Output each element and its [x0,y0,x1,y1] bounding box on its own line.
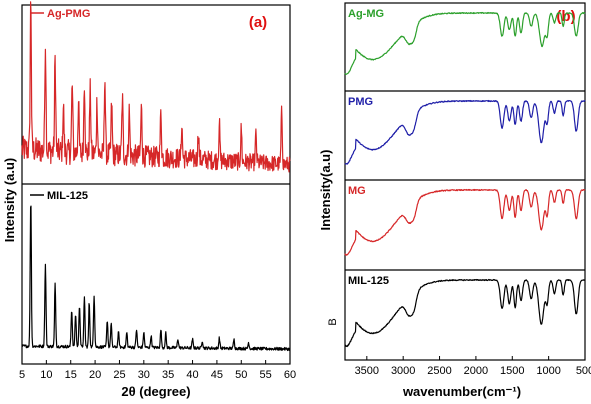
panel-a-x-axis-label: 2θ (degree) [121,384,190,399]
panel-b-x-tick-label: 3000 [391,365,415,377]
panel-a-x-tick-label: 40 [186,369,198,381]
panel-b-series-1 [344,99,586,165]
panel-a-x-tick-label: 35 [162,369,174,381]
panel-b-y-axis-label: Intensity(a.u) [318,150,333,231]
panel-a-label: (a) [249,14,267,31]
panel-b-x-tick-label: 1500 [500,365,524,377]
panel-b-series-0 [344,11,586,75]
panel-a-legend-label-0: Ag-PMG [47,8,90,20]
panel-a-x-tick-label: 30 [138,369,150,381]
panel-a-legend-label-1: MIL-125 [47,190,88,202]
panel-a-x-tick-label: 15 [65,369,77,381]
panel-b-legend-label-0: Ag-MG [348,8,384,20]
panel-b-series-2 [344,188,586,256]
panel-a-y-axis-label: Intensity (a.u) [2,158,17,243]
panel-b-series-3 [344,278,586,348]
panel-a-x-tick-label: 55 [260,369,272,381]
panel-a-x-tick-label: 5 [19,369,25,381]
panel-a-series-0 [21,1,291,173]
panel-b-x-tick-label: 1000 [536,365,560,377]
panel-b-x-tick-label: 3500 [355,365,379,377]
panel-b-x-tick-label: 500 [576,365,591,377]
panel-b-x-tick-label: 2500 [427,365,451,377]
panel-b-legend-label-3: MIL-125 [348,275,389,287]
panel-a: (a) 2θ (degree) Intensity (a.u) 5 10 15 20 2… [2,1,296,399]
panel-b-extra-label: B [327,318,339,325]
panel-b-x-axis-label: wavenumber(cm⁻¹) [402,384,521,399]
panel-b-legend-label-2: MG [348,185,366,197]
panel-b: (b) wavenumber(cm⁻¹) Intensity(a.u) B 35… [318,2,591,399]
panel-a-series-1 [21,205,291,352]
panel-b-legend-label-1: PMG [348,96,373,108]
panel-b-frame [344,2,586,361]
panel-a-x-tick-label: 20 [89,369,101,381]
panel-b-label: (b) [556,8,575,25]
panel-b-x-tick-label: 2000 [464,365,488,377]
panel-a-x-tick-label: 25 [113,369,125,381]
panel-a-x-tick-label: 60 [284,369,296,381]
panel-a-x-tick-label: 45 [211,369,223,381]
panel-a-x-tick-label: 50 [235,369,247,381]
panel-a-x-tick-label: 10 [40,369,52,381]
